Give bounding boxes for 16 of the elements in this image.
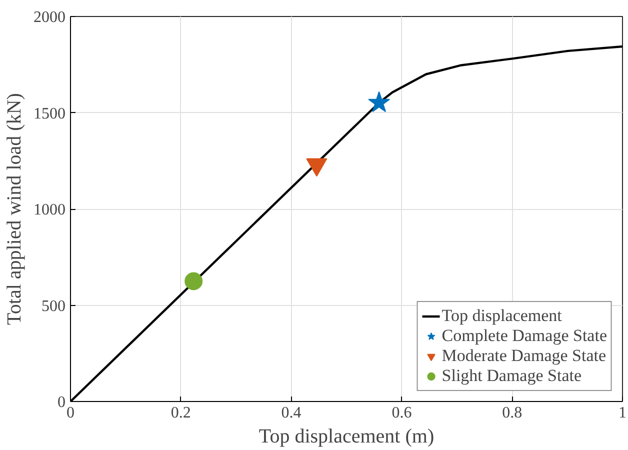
y-tick-label: 0 xyxy=(58,394,66,411)
y-tick-label: 2000 xyxy=(34,9,66,26)
x-axis-title: Top displacement (m) xyxy=(258,426,434,448)
legend-label: Top displacement xyxy=(442,306,562,326)
y-tick-label: 500 xyxy=(42,298,66,315)
legend-label: Slight Damage State xyxy=(442,366,582,386)
y-tick-label: 1500 xyxy=(34,105,66,122)
y-tick-label: 1000 xyxy=(34,202,66,218)
legend-label: Complete Damage State xyxy=(442,326,607,346)
x-tick-label: 0.8 xyxy=(502,404,522,422)
legend-label: Moderate Damage State xyxy=(442,346,606,366)
x-tick-label: 0.6 xyxy=(392,404,412,422)
x-tick-label: 0.4 xyxy=(281,404,302,422)
x-tick-label: 1 xyxy=(618,404,626,422)
y-axis-title: Total applied wind load (kN) xyxy=(4,93,26,325)
x-tick-label: 0.2 xyxy=(170,404,191,422)
